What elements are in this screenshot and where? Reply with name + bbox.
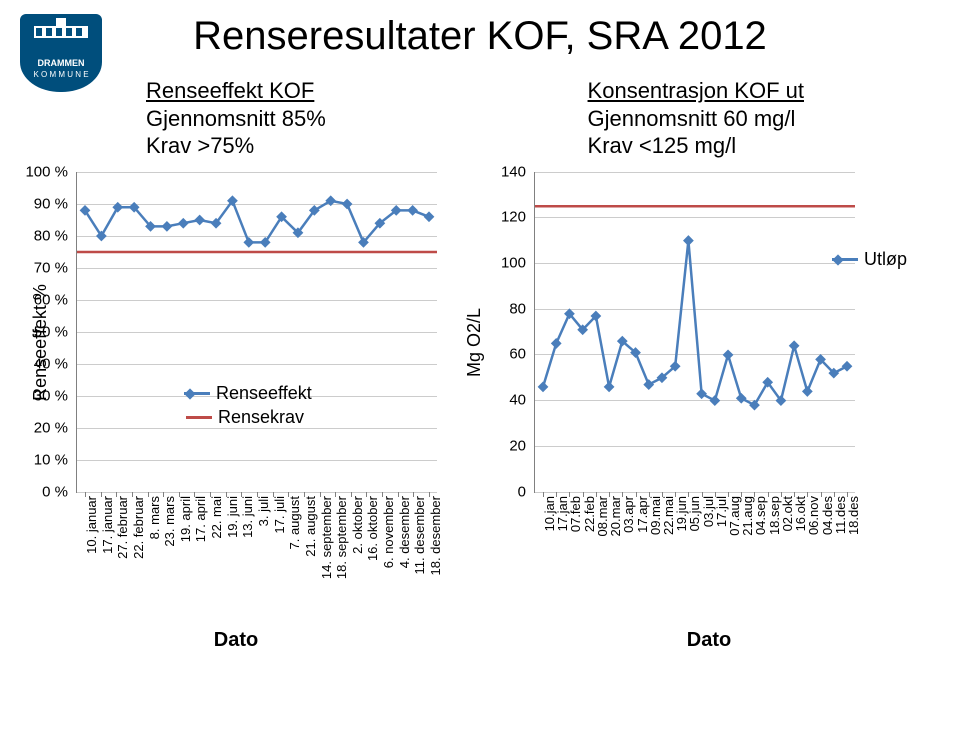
x-tick-label: 23. mars [162, 496, 177, 547]
y-tick-label: 140 [474, 163, 526, 180]
x-tick-label: 22. februar [131, 496, 146, 559]
x-tick-label: 2. oktober [350, 496, 365, 554]
data-marker [178, 217, 189, 228]
left-chart: Renseeffekt % 0 %10 %20 %30 %40 %50 %60 … [16, 172, 456, 652]
legend-series: Renseeffekt [186, 382, 312, 406]
svg-text:DRAMMEN: DRAMMEN [38, 58, 85, 68]
left-legend: RenseeffektRensekrav [186, 382, 312, 430]
x-tick-label: 22. mai [209, 496, 224, 539]
left-subtitle: Renseeffekt KOF Gjennomsnitt 85% Krav >7… [146, 77, 326, 160]
y-tick-label: 60 % [16, 291, 68, 308]
right-legend: Utløp [834, 248, 907, 272]
y-tick-label: 120 [474, 209, 526, 226]
page-title: Renseresultater KOF, SRA 2012 [16, 14, 944, 59]
x-tick-label: 6. november [381, 496, 396, 568]
x-tick-label: 18. desember [428, 496, 443, 576]
left-plot-area [76, 172, 437, 493]
data-marker [407, 205, 418, 216]
left-x-title: Dato [16, 629, 456, 652]
data-marker [749, 399, 760, 410]
left-sub-l3: Krav >75% [146, 133, 254, 158]
left-sub-l1: Renseeffekt KOF [146, 78, 314, 103]
x-tick-label: 3. juli [256, 496, 271, 526]
right-sub-l2: Gjennomsnitt 60 mg/l [588, 106, 796, 131]
data-marker [551, 338, 562, 349]
x-tick-label: 11. desember [412, 496, 427, 575]
data-marker [683, 235, 694, 246]
left-sub-l2: Gjennomsnitt 85% [146, 106, 326, 131]
y-tick-label: 0 % [16, 483, 68, 500]
y-tick-label: 50 % [16, 323, 68, 340]
left-y-axis: 0 %10 %20 %30 %40 %50 %60 %70 %80 %90 %1… [16, 172, 76, 492]
data-marker [842, 360, 853, 371]
y-tick-label: 10 % [16, 451, 68, 468]
x-tick-label: 4. desember [397, 496, 412, 568]
data-marker [789, 340, 800, 351]
x-tick-label: 27. februar [115, 496, 130, 559]
x-tick-label: 13. juni [240, 496, 255, 538]
y-tick-label: 100 [474, 254, 526, 271]
right-subtitle: Konsentrasjon KOF ut Gjennomsnitt 60 mg/… [588, 77, 804, 160]
data-marker [643, 379, 654, 390]
x-tick-label: 18.des [846, 496, 861, 535]
data-marker [194, 214, 205, 225]
data-marker [424, 211, 435, 222]
y-tick-label: 60 [474, 346, 526, 363]
data-marker [112, 201, 123, 212]
data-marker [325, 195, 336, 206]
right-plot-area [534, 172, 855, 493]
x-tick-label: 21. august [303, 496, 318, 557]
y-tick-label: 40 % [16, 355, 68, 372]
y-tick-label: 80 % [16, 227, 68, 244]
right-chart-svg [535, 172, 855, 492]
x-tick-label: 8. mars [147, 496, 162, 539]
x-tick-label: 19. juni [225, 496, 240, 538]
data-marker [709, 395, 720, 406]
x-tick-label: 18. september [334, 496, 349, 579]
x-tick-label: 19. april [178, 496, 193, 542]
y-tick-label: 70 % [16, 259, 68, 276]
logo-drammen-kommune: DRAMMEN K O M M U N E [16, 6, 106, 101]
right-y-axis: 020406080100120140 [474, 172, 534, 492]
y-tick-label: 40 [474, 392, 526, 409]
x-tick-label: 16. oktober [365, 496, 380, 561]
y-tick-label: 0 [474, 483, 526, 500]
data-marker [802, 386, 813, 397]
y-tick-label: 80 [474, 300, 526, 317]
x-tick-label: 10. januar [84, 496, 99, 554]
data-marker [342, 198, 353, 209]
right-chart: Mg O2/L 020406080100120140 10.jan17.jan0… [474, 172, 944, 652]
right-x-title: Dato [474, 629, 944, 652]
x-tick-label: 7. august [287, 496, 302, 550]
y-tick-label: 100 % [16, 163, 68, 180]
x-tick-label: 17. juli [272, 496, 287, 534]
right-sub-l1: Konsentrasjon KOF ut [588, 78, 804, 103]
series-line [543, 240, 847, 405]
subtitle-row: Renseeffekt KOF Gjennomsnitt 85% Krav >7… [16, 77, 944, 160]
data-marker [162, 221, 173, 232]
x-tick-label: 17. april [193, 496, 208, 542]
data-marker [243, 237, 254, 248]
y-tick-label: 30 % [16, 387, 68, 404]
data-marker [604, 381, 615, 392]
y-tick-label: 90 % [16, 195, 68, 212]
x-tick-label: 14. september [319, 496, 334, 579]
x-tick-label: 17. januar [100, 496, 115, 554]
svg-text:K O M M U N E: K O M M U N E [33, 70, 88, 79]
data-marker [696, 388, 707, 399]
y-tick-label: 20 [474, 437, 526, 454]
legend-series: Utløp [834, 248, 907, 272]
data-marker [538, 381, 549, 392]
right-sub-l3: Krav <125 mg/l [588, 133, 737, 158]
legend-reference: Rensekrav [186, 406, 312, 430]
left-chart-svg [77, 172, 437, 492]
y-tick-label: 20 % [16, 419, 68, 436]
data-marker [736, 392, 747, 403]
charts-row: Renseeffekt % 0 %10 %20 %30 %40 %50 %60 … [16, 172, 944, 652]
slide: DRAMMEN K O M M U N E Renseresultater KO… [0, 0, 960, 754]
data-marker [723, 349, 734, 360]
